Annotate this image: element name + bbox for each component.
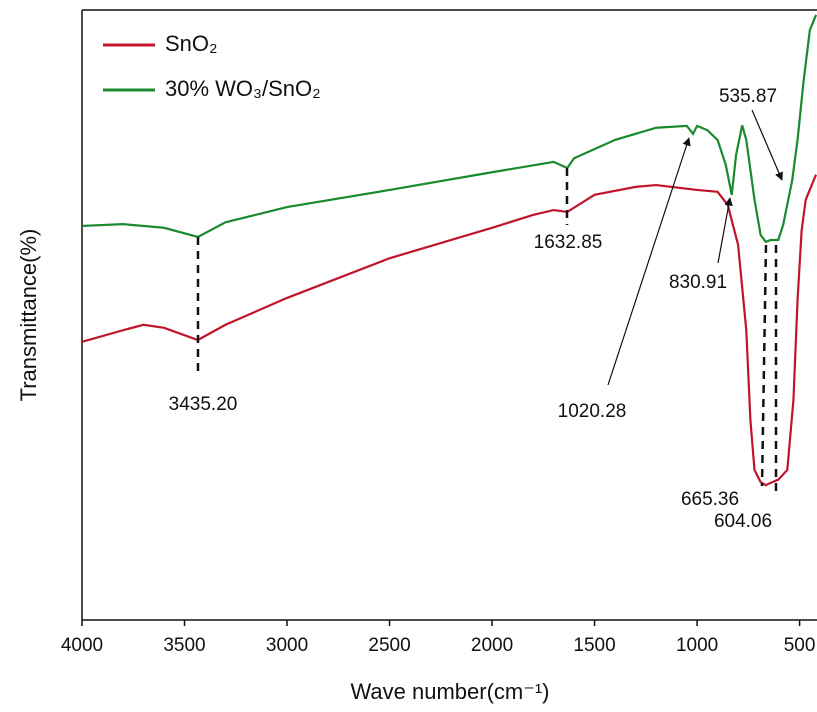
annotation: 1632.85 xyxy=(534,232,603,253)
annotation-dash xyxy=(760,244,768,487)
x-tick-label: 3000 xyxy=(266,635,308,656)
annotation: 3435.20 xyxy=(169,394,238,415)
x-tick-label: 2000 xyxy=(471,635,513,656)
x-tick-label: 4000 xyxy=(61,635,103,656)
data-line xyxy=(81,174,817,487)
legend-label: SnO₂ xyxy=(165,31,218,56)
x-tick-label: 1000 xyxy=(676,635,718,656)
x-tick-label: 2500 xyxy=(368,635,410,656)
legend-label: 30% WO₃/SnO₂ xyxy=(165,76,321,101)
annotation: 535.87 xyxy=(719,86,777,107)
annotation-arrow xyxy=(717,197,733,264)
x-axis-label: Wave number(cm⁻¹) xyxy=(350,679,549,704)
annotation-arrow xyxy=(751,109,783,181)
annotation: 604.06 xyxy=(714,511,772,532)
x-tick-label: 3500 xyxy=(163,635,205,656)
annotation: 1020.28 xyxy=(558,401,627,422)
annotation: 665.36 xyxy=(681,489,739,510)
data-line xyxy=(81,14,817,244)
x-tick-label: 500 xyxy=(784,635,816,656)
y-axis-label: Transmittance(%) xyxy=(16,229,41,402)
annotation-arrow xyxy=(607,137,691,386)
x-tick-label: 1500 xyxy=(573,635,615,656)
annotation: 830.91 xyxy=(669,272,727,293)
